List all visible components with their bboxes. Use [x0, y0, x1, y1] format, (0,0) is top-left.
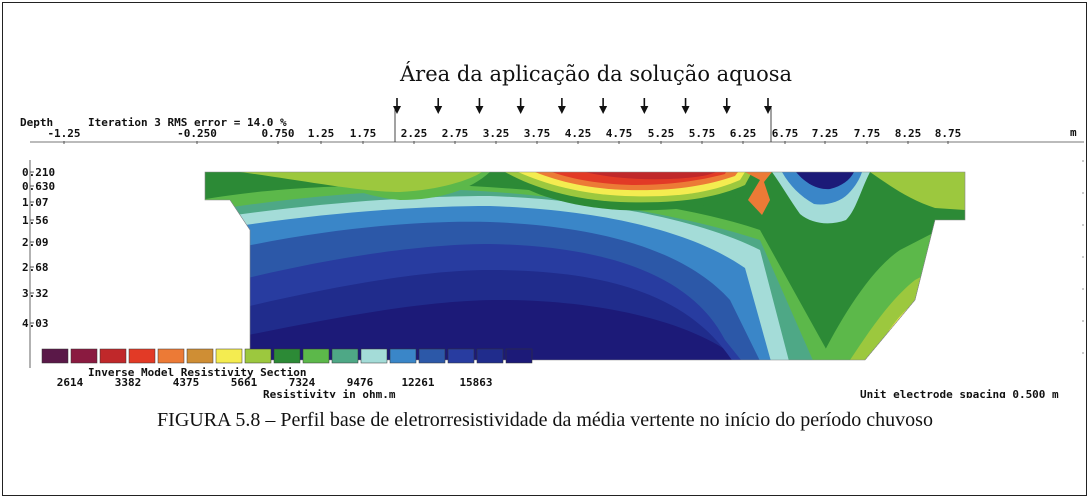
legend-swatch: [186, 348, 214, 364]
application-arrows: [393, 98, 772, 114]
x-tick-label: 5.25: [648, 127, 675, 140]
x-tick-label: 3.75: [524, 127, 551, 140]
x-tick-label: 8.25: [895, 127, 922, 140]
y-tick-label: 4.03: [22, 317, 49, 330]
legend-swatch: [302, 348, 330, 364]
figure-caption: FIGURA 5.8 – Perfil base de eletrorresis…: [157, 409, 933, 431]
x-tick-label: 7.75: [854, 127, 881, 140]
legend-swatch: [505, 348, 533, 364]
notch-orange: [745, 172, 772, 215]
x-tick-label: 2.75: [442, 127, 469, 140]
application-arrow-head: [764, 106, 772, 114]
resistivity-units-label: Resistivity in ohm.m: [263, 388, 396, 398]
x-tick-label: 1.75: [350, 127, 377, 140]
application-area-label: Área da aplicação da solução aquosa: [400, 62, 793, 86]
blue-lobe-core: [796, 172, 854, 190]
x-tick-label: 0.750: [261, 127, 294, 140]
legend-swatch: [447, 348, 475, 364]
legend-label: 4375: [173, 376, 200, 389]
legend-swatch: [331, 348, 359, 364]
legend-swatch: [70, 348, 98, 364]
depth-header: Depth: [20, 116, 54, 129]
band-green-dark: [205, 172, 965, 360]
application-arrow-head: [640, 106, 649, 114]
y-tick-label: 3.32: [22, 287, 49, 300]
legend-title: Inverse Model Resistivity Section: [88, 366, 307, 379]
x-tick-label: 3.25: [483, 127, 510, 140]
x-tick-label: 6.25: [730, 127, 757, 140]
legend-swatch: [476, 348, 504, 364]
legend-label: 9476: [347, 376, 374, 389]
top-right-lightgreen: [870, 172, 965, 210]
application-arrow-head: [434, 106, 443, 114]
legend-swatch: [215, 348, 243, 364]
application-arrow-head: [557, 106, 566, 114]
x-tick-label: -0.250: [177, 127, 217, 140]
legend-swatch: [273, 348, 301, 364]
y-tick-label: 0.210: [22, 166, 55, 179]
legend-label: 2614: [57, 376, 84, 389]
x-tick-label: 5.75: [689, 127, 716, 140]
resistivity-section-chart: -1.25 -0.250 0.750 1.25 1.75 2.25 2.75 3.25 3.75…: [22, 98, 1084, 398]
y-tick-label: 1.56: [22, 214, 49, 227]
legend-color-scale: 2614 3382 4375 5661 7324 9476 12261 15863: [41, 348, 533, 389]
y-tick-label: 2.68: [22, 261, 49, 274]
x-tick-labels: -1.25 -0.250 0.750 1.25 1.75 2.25 2.75 3.25 3.75…: [47, 127, 961, 144]
x-tick-label: -1.25: [47, 127, 80, 140]
legend-swatch: [41, 348, 69, 364]
legend-swatch: [418, 348, 446, 364]
top-mid-darkred: [585, 172, 716, 180]
application-arrow-head: [599, 106, 608, 114]
legend-label: 7324: [289, 376, 316, 389]
legend-swatch: [157, 348, 185, 364]
legend-label: 15863: [459, 376, 492, 389]
x-units-label: m: [1070, 126, 1077, 139]
legend-label: 3382: [115, 376, 142, 389]
application-arrow-head: [516, 106, 525, 114]
legend-label: 5661: [231, 376, 258, 389]
legend-swatch: [128, 348, 156, 364]
x-tick-label: 8.75: [935, 127, 962, 140]
legend-swatch: [244, 348, 272, 364]
application-arrow-head: [681, 106, 690, 114]
legend-swatch: [389, 348, 417, 364]
application-arrow-head: [722, 106, 731, 114]
application-arrow-head: [393, 106, 401, 114]
legend-swatch: [360, 348, 388, 364]
y-tick-label: 0.630: [22, 180, 55, 193]
section-outline: [204, 171, 966, 361]
x-tick-label: 4.25: [565, 127, 592, 140]
section-body: [205, 172, 965, 360]
iteration-label: Iteration 3 RMS error = 14.0 %: [88, 116, 287, 129]
y-tick-label: 1.07: [22, 196, 49, 209]
x-tick-label: 6.75: [772, 127, 799, 140]
y-tick-label: 2.09: [22, 236, 49, 249]
x-tick-label: 2.25: [401, 127, 428, 140]
top-left-lightgreen: [240, 172, 482, 192]
application-arrow-head: [475, 106, 484, 114]
electrode-spacing-label: Unit electrode spacing 0.500 m: [860, 388, 1059, 398]
legend-label: 12261: [401, 376, 434, 389]
x-tick-label: 1.25: [308, 127, 335, 140]
x-tick-label: 7.25: [812, 127, 839, 140]
x-tick-label: 4.75: [606, 127, 633, 140]
legend-swatch: [99, 348, 127, 364]
